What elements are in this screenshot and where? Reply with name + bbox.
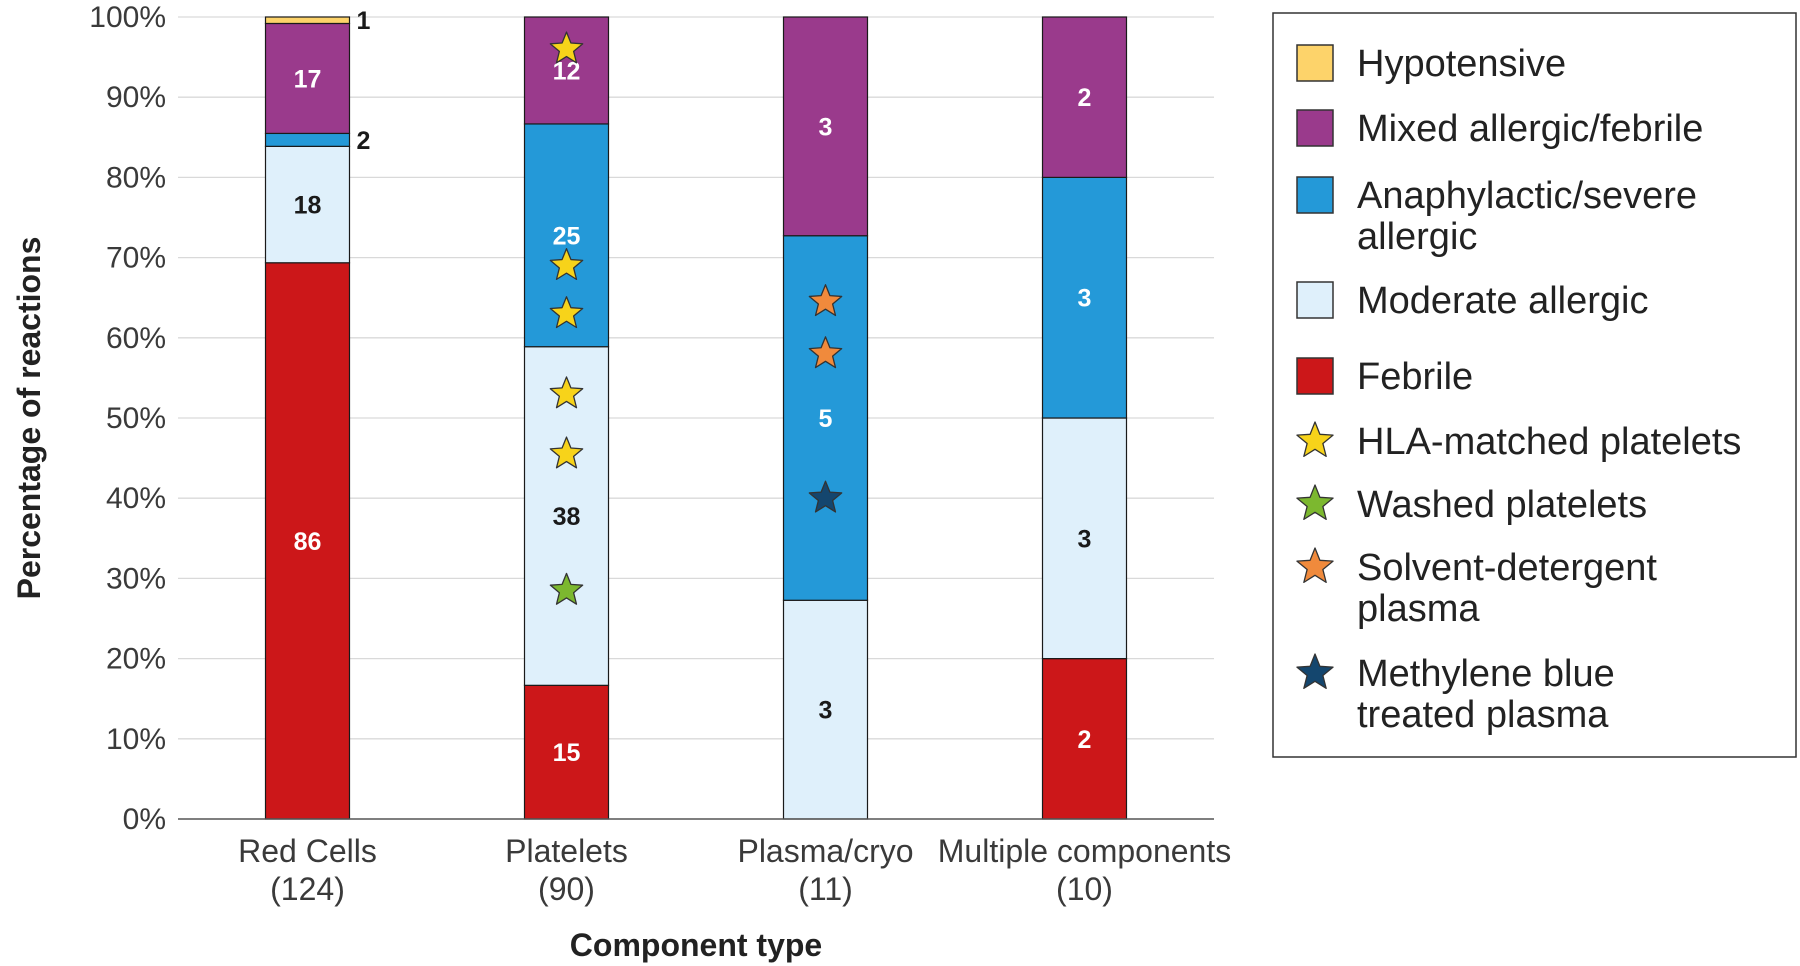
legend-label: plasma — [1357, 588, 1480, 630]
y-tick-label: 10% — [106, 723, 166, 756]
x-tick-count: (124) — [270, 871, 345, 907]
y-tick-label: 80% — [106, 161, 166, 194]
x-tick-count: (10) — [1056, 871, 1113, 907]
data-label: 2 — [1078, 726, 1092, 754]
legend-label: Anaphylactic/severe — [1357, 175, 1697, 217]
bar-segment — [266, 133, 350, 146]
x-tick-label: Red Cells — [238, 833, 377, 869]
x-tick-label: Plasma/cryo — [737, 833, 913, 869]
data-label: 3 — [1078, 285, 1092, 313]
legend-label: Methylene blue — [1357, 653, 1615, 695]
y-tick-label: 0% — [123, 803, 166, 836]
legend-label: treated plasma — [1357, 694, 1609, 736]
data-label: 3 — [1078, 525, 1092, 553]
legend-swatch — [1297, 45, 1333, 81]
legend-label: Mixed allergic/febrile — [1357, 108, 1703, 150]
data-label: 38 — [553, 503, 581, 531]
legend-swatch — [1297, 110, 1333, 146]
data-label: 18 — [294, 192, 322, 220]
legend-label: Solvent-detergent — [1357, 547, 1657, 589]
x-tick-count: (90) — [538, 871, 595, 907]
y-tick-label: 30% — [106, 562, 166, 595]
x-tick-count: (11) — [798, 871, 853, 907]
legend-label: HLA-matched platelets — [1357, 421, 1741, 463]
data-label: 2 — [357, 127, 371, 155]
data-label: 86 — [294, 528, 322, 556]
x-axis-title: Component type — [570, 927, 822, 963]
y-axis-title: Percentage of reactions — [11, 237, 47, 600]
data-label: 15 — [553, 739, 581, 767]
x-tick-label: Platelets — [505, 833, 628, 869]
y-tick-label: 50% — [106, 402, 166, 435]
y-tick-label: 90% — [106, 81, 166, 114]
y-tick-label: 20% — [106, 643, 166, 676]
legend-label: Febrile — [1357, 356, 1473, 398]
data-label: 3 — [819, 113, 833, 141]
bar-segment — [266, 17, 350, 23]
legend-swatch — [1297, 282, 1333, 318]
legend-label: allergic — [1357, 216, 1477, 258]
legend-swatch — [1297, 358, 1333, 394]
data-label: 5 — [819, 405, 833, 433]
data-label: 2 — [1078, 84, 1092, 112]
legend-label: Washed platelets — [1357, 484, 1647, 526]
y-tick-label: 40% — [106, 482, 166, 515]
legend: Hypotensive Mixed allergic/febrile Anaphyl… — [1273, 13, 1796, 757]
legend-label: Hypotensive — [1357, 43, 1566, 85]
data-label: 25 — [553, 222, 581, 250]
legend-label: Moderate allergic — [1357, 280, 1648, 322]
x-tick-label: Multiple components — [938, 833, 1231, 869]
y-tick-label: 60% — [106, 322, 166, 355]
data-label: 3 — [819, 697, 833, 725]
data-label: 17 — [294, 65, 322, 93]
y-tick-label: 100% — [89, 1, 166, 34]
legend-swatch — [1297, 177, 1333, 213]
data-label: 1 — [357, 7, 371, 35]
y-tick-label: 70% — [106, 242, 166, 275]
